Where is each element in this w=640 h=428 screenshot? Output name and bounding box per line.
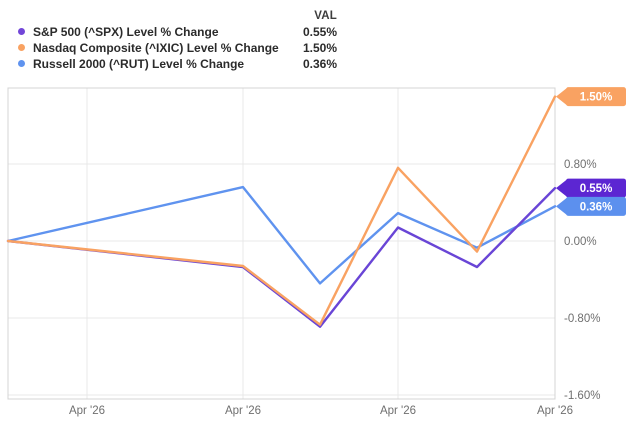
series-color-dot-spx <box>18 28 25 35</box>
legend: VAL S&P 500 (^SPX) Level % Change 0.55% … <box>0 0 640 80</box>
legend-val-header: VAL <box>314 10 337 22</box>
x-tick-label: Apr '26 <box>380 405 416 417</box>
value-badge-0 <box>566 178 626 198</box>
legend-label-ixic: Nasdaq Composite (^IXIC) Level % Change <box>33 41 279 55</box>
y-tick-label: 0.00% <box>564 236 597 248</box>
y-tick-label: -0.80% <box>564 313 600 325</box>
legend-item-spx[interactable]: S&P 500 (^SPX) Level % Change 0.55% <box>0 24 640 40</box>
legend-value-spx: 0.55% <box>302 25 337 39</box>
plot-area[interactable] <box>8 88 555 399</box>
value-badge-label-2: 0.36% <box>580 201 613 213</box>
legend-value-rut: 0.36% <box>302 57 337 71</box>
value-badge-label-1: 1.50% <box>580 92 613 104</box>
legend-label-rut: Russell 2000 (^RUT) Level % Change <box>33 57 245 71</box>
series-line-1 <box>6 95 557 326</box>
legend-label-spx: S&P 500 (^SPX) Level % Change <box>33 25 219 39</box>
legend-value-ixic: 1.50% <box>302 41 337 55</box>
series-color-dot-ixic <box>18 44 25 51</box>
value-badge-tip-2 <box>556 196 568 216</box>
value-badge-label-0: 0.55% <box>580 183 613 195</box>
x-tick-label: Apr '26 <box>225 405 261 417</box>
value-badge-2 <box>566 196 626 216</box>
x-tick-label: Apr '26 <box>69 405 105 417</box>
series-color-dot-rut <box>18 60 25 67</box>
plot-border <box>7 87 556 400</box>
y-tick-label: 0.80% <box>564 159 597 171</box>
y-tick-label: -1.60% <box>564 390 600 402</box>
value-badge-tip-1 <box>556 87 568 107</box>
legend-item-ixic[interactable]: Nasdaq Composite (^IXIC) Level % Change … <box>0 40 640 56</box>
x-tick-label: Apr '26 <box>537 405 573 417</box>
value-badge-1 <box>566 87 626 107</box>
value-badge-tip-0 <box>556 178 568 198</box>
legend-item-rut[interactable]: Russell 2000 (^RUT) Level % Change 0.36% <box>0 56 640 72</box>
